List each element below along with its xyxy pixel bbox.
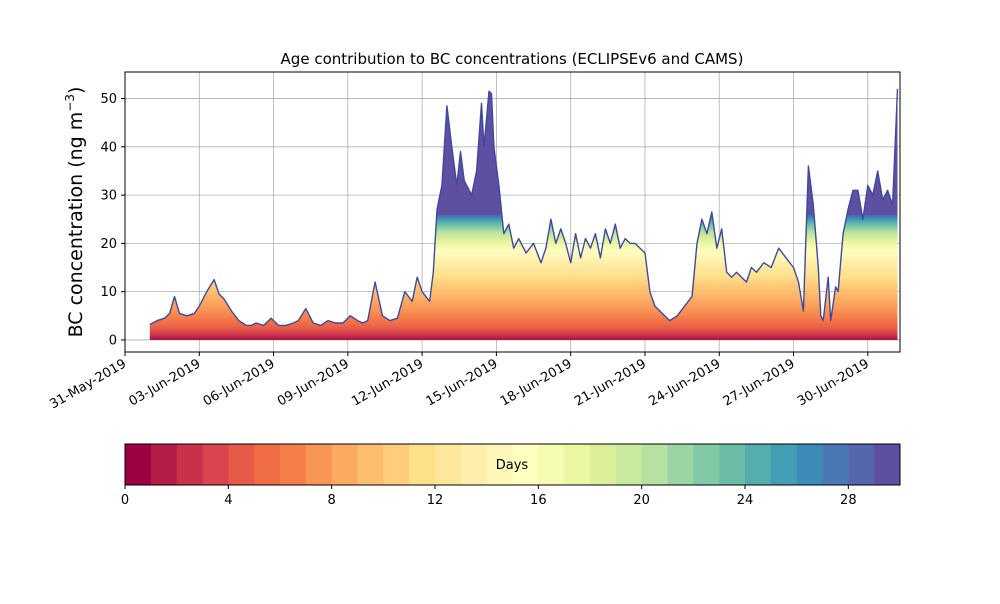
x-tick-label: 12-Jun-2019 — [349, 356, 426, 409]
colorbar-bin — [305, 444, 333, 485]
colorbar-bins — [125, 444, 901, 485]
colorbar-tick-label: 20 — [633, 493, 650, 508]
colorbar-bin — [641, 444, 668, 485]
colorbar-tick-label: 28 — [840, 493, 857, 508]
colorbar-bin — [202, 444, 229, 485]
chart-title: Age contribution to BC concentrations (E… — [281, 50, 744, 68]
total-bc-outline — [149, 88, 899, 327]
x-tick-label: 15-Jun-2019 — [424, 356, 501, 409]
colorbar-tick-label: 4 — [224, 493, 232, 508]
colorbar-tick-label: 8 — [328, 493, 336, 508]
colorbar-bin — [796, 444, 823, 485]
colorbar-bin — [770, 444, 798, 485]
age-colorbar: Days 0 4 8 12 16 20 24 28 — [121, 443, 901, 508]
x-axis: 31-May-201903-Jun-201906-Jun-201909-Jun-… — [47, 352, 872, 412]
colorbar-bin — [874, 444, 901, 485]
y-tick-label: 0 — [109, 333, 117, 348]
colorbar-bin — [848, 444, 875, 485]
colorbar-tick-label: 0 — [121, 493, 129, 508]
colorbar-bin — [228, 444, 255, 485]
x-tick-label: 24-Jun-2019 — [646, 356, 723, 409]
colorbar-bin — [745, 444, 772, 485]
colorbar-bin — [486, 444, 513, 485]
y-axis-label-exponent: −3 — [63, 94, 77, 112]
colorbar-bin — [280, 444, 307, 485]
x-tick-label: 21-Jun-2019 — [572, 356, 649, 409]
x-tick-label: 03-Jun-2019 — [126, 356, 203, 409]
colorbar-bin — [150, 444, 178, 485]
y-tick-label: 30 — [100, 189, 117, 204]
colorbar-tick-label: 16 — [530, 493, 547, 508]
colorbar-ticks: 0 4 8 12 16 20 24 28 — [121, 485, 857, 508]
y-tick-label: 40 — [100, 140, 117, 155]
colorbar-bin — [125, 444, 152, 485]
colorbar-bin — [667, 444, 694, 485]
colorbar-bin — [719, 444, 746, 485]
x-tick-label: 09-Jun-2019 — [275, 356, 352, 409]
colorbar-bin — [254, 444, 281, 485]
colorbar-bin — [460, 444, 488, 485]
colorbar-tick-label: 12 — [427, 493, 444, 508]
x-tick-label: 18-Jun-2019 — [498, 356, 575, 409]
colorbar-bin — [357, 444, 384, 485]
colorbar-bin — [176, 444, 203, 485]
colorbar-bin — [409, 444, 436, 485]
plot-area: 31-May-201903-Jun-201906-Jun-201909-Jun-… — [47, 71, 901, 412]
y-tick-label: 20 — [100, 237, 117, 252]
colorbar-label: Days — [496, 458, 529, 473]
y-tick-label: 10 — [100, 285, 117, 300]
colorbar-bin — [564, 444, 591, 485]
colorbar-bin — [822, 444, 849, 485]
colorbar-bin — [383, 444, 410, 485]
colorbar-bin — [512, 444, 539, 485]
y-axis-label: BC concentration (ng m−3) — [63, 87, 87, 338]
axes-border — [124, 71, 901, 353]
x-tick-label: 31-May-2019 — [47, 356, 129, 412]
colorbar-bin — [693, 444, 720, 485]
colorbar-bin — [615, 444, 643, 485]
x-tick-label: 30-Jun-2019 — [795, 356, 872, 409]
colorbar-border — [124, 443, 901, 486]
colorbar-bin — [538, 444, 565, 485]
x-tick-label: 06-Jun-2019 — [201, 356, 278, 409]
colorbar-bin — [331, 444, 358, 485]
colorbar-tick-label: 24 — [737, 493, 754, 508]
colorbar-bin — [435, 444, 462, 485]
x-tick-label: 27-Jun-2019 — [721, 356, 798, 409]
y-tick-label: 50 — [100, 92, 117, 107]
y-axis: 0 10 20 30 40 50 — [100, 92, 125, 348]
colorbar-bin — [590, 444, 617, 485]
